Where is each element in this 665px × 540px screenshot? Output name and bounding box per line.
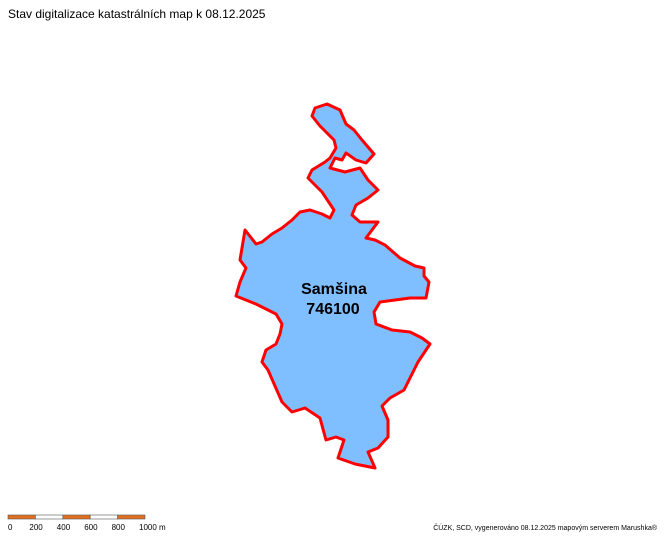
scale-label: 200 — [29, 523, 43, 532]
scale-label: 600 — [84, 523, 98, 532]
title: Stav digitalizace katastrálních map k 08… — [8, 7, 266, 21]
scale-bar — [7, 514, 146, 520]
scale-label: 800 — [112, 523, 126, 532]
scale-label: 400 — [57, 523, 71, 532]
area-code: 746100 — [306, 301, 359, 318]
scale-label: 1000 m — [139, 523, 166, 532]
scale-label: 0 — [8, 523, 13, 532]
scale-segment — [35, 514, 64, 520]
scale-segment — [62, 514, 91, 520]
scale-segment — [89, 514, 118, 520]
scale-segment — [117, 514, 146, 520]
area-name: Samšina — [301, 281, 367, 298]
scale-segment — [7, 514, 36, 520]
credit: ČÚZK, SCD, vygenerováno 08.12.2025 mapov… — [433, 523, 658, 532]
cadastral-area — [234, 102, 432, 470]
